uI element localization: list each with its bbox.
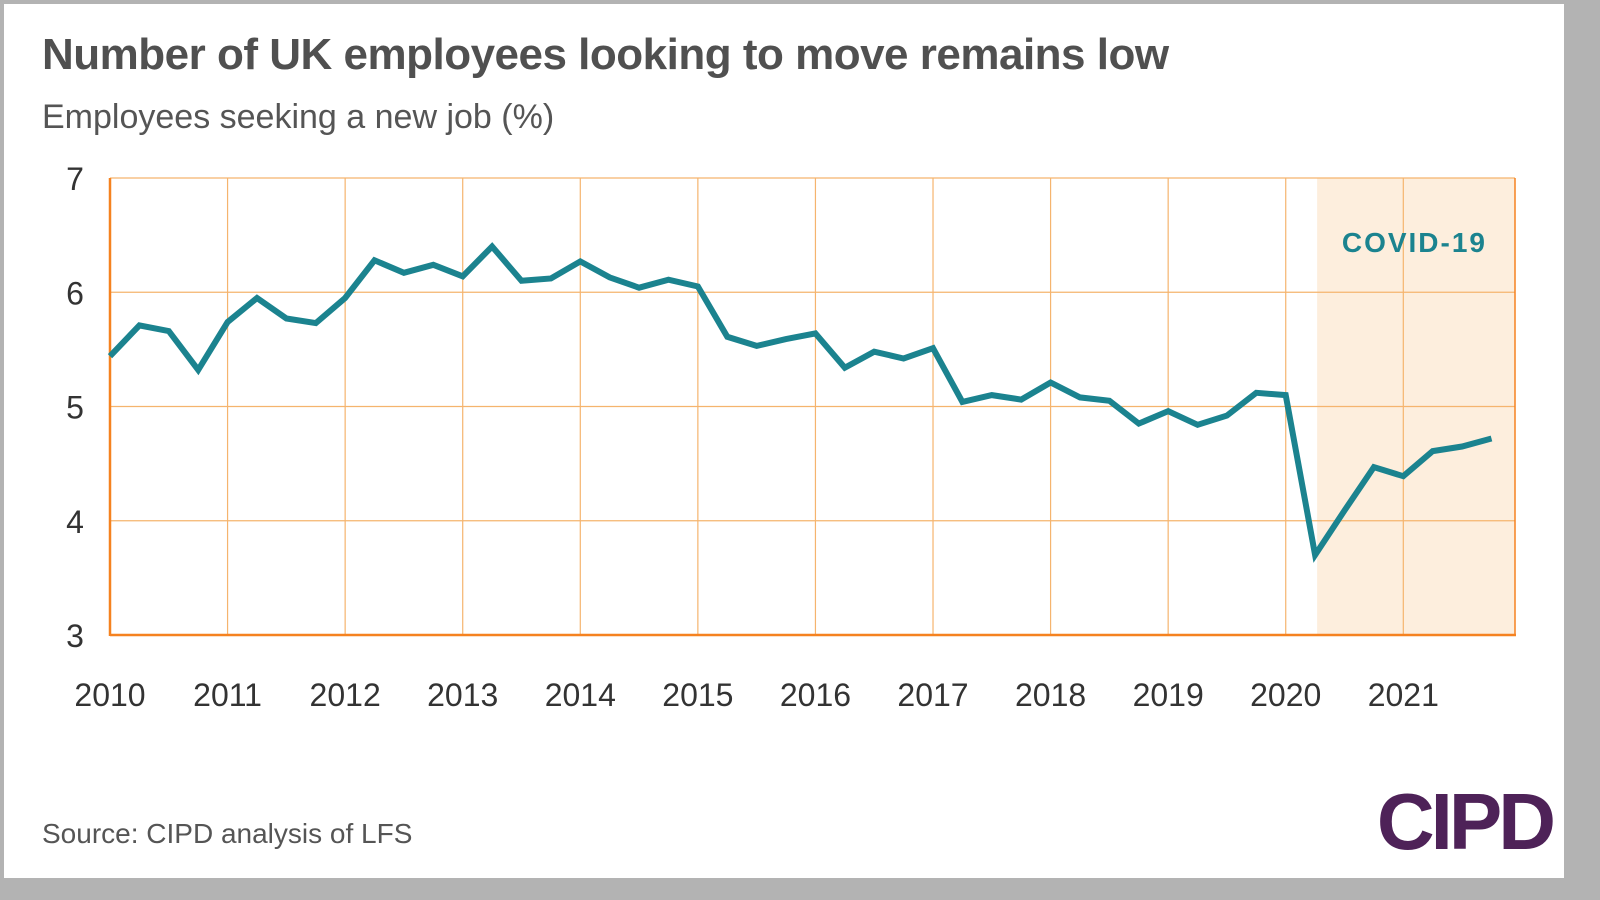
x-tick-label: 2016 <box>780 677 851 713</box>
covid-label: COVID-19 <box>1342 227 1487 258</box>
chart-title: Number of UK employees looking to move r… <box>42 30 1169 79</box>
x-tick-label: 2015 <box>662 677 733 713</box>
x-tick-label: 2012 <box>310 677 381 713</box>
x-tick-label: 2017 <box>897 677 968 713</box>
y-tick-label: 7 <box>66 161 84 197</box>
x-tick-label: 2013 <box>427 677 498 713</box>
chart-subtitle: Employees seeking a new job (%) <box>42 98 555 136</box>
x-tick-label: 2014 <box>545 677 616 713</box>
x-tick-label: 2019 <box>1133 677 1204 713</box>
series-line <box>107 242 1493 563</box>
y-tick-label: 4 <box>66 504 84 540</box>
x-tick-label: 2020 <box>1250 677 1321 713</box>
y-tick-label: 3 <box>66 618 84 654</box>
source-note: Source: CIPD analysis of LFS <box>42 818 413 849</box>
x-tick-label: 2018 <box>1015 677 1086 713</box>
line-chart: 3 4 5 6 7 2010 2011 2012 2013 2014 2015 2016 2017 201… <box>66 161 1516 713</box>
cipd-logo: CIPD <box>1376 777 1556 866</box>
x-tick-label: 2011 <box>193 677 262 713</box>
x-tick-label: 2010 <box>74 677 145 713</box>
x-tick-label: 2021 <box>1368 677 1439 713</box>
chart-card <box>4 4 1564 878</box>
y-tick-label: 5 <box>66 390 84 426</box>
y-tick-label: 6 <box>66 275 84 311</box>
